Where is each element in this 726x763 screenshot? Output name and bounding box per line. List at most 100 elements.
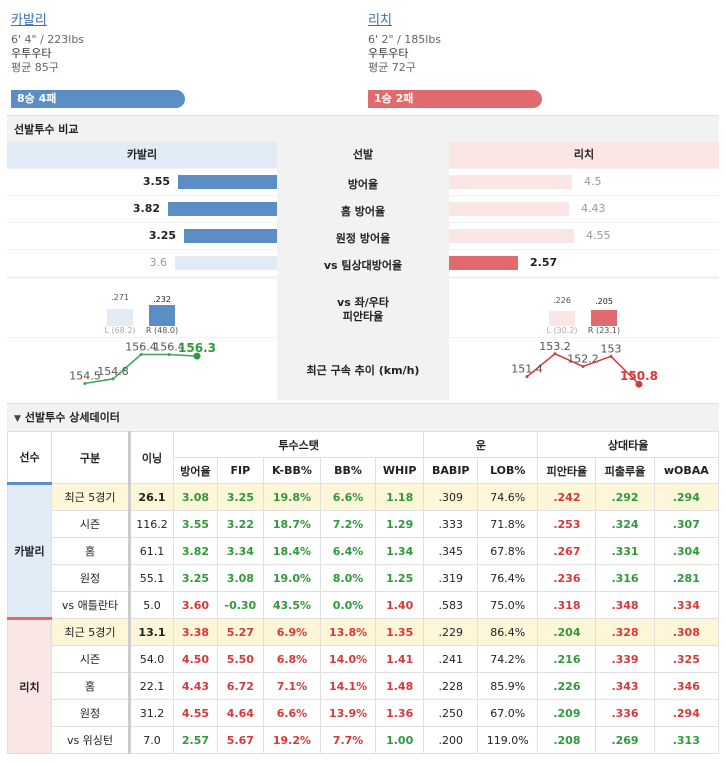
velocity-label: 최근 구속 추이 (km/h): [306, 364, 420, 377]
row-cell: .336: [595, 699, 655, 727]
col-header-2: K-BB%: [262, 457, 322, 484]
row-cell: 71.8%: [477, 510, 539, 538]
row-cell: 76.4%: [477, 564, 539, 592]
row-cell: .241: [423, 645, 479, 673]
right-velocity-cell: 151.4 153.2 152.2 153 150.8: [449, 338, 719, 400]
left-player-name-link[interactable]: 카발리: [11, 13, 47, 28]
row-inning: 13.1: [128, 618, 174, 646]
row-cell: 4.55: [173, 699, 218, 727]
compare-header-left: 카발리: [7, 142, 277, 168]
row-type: 원정: [51, 699, 130, 727]
detail-section-header[interactable]: ▼ 선발투수 상세데이터: [7, 403, 719, 431]
row-cell: 4.50: [173, 645, 218, 673]
col-inning: 이닝: [128, 431, 174, 484]
left-player-body: 6' 4" / 223lbs: [11, 33, 85, 46]
row-cell: 67.0%: [477, 699, 539, 727]
row-cell: 5.67: [216, 726, 264, 754]
row-cell: 1.35: [374, 618, 425, 646]
row-cell: .229: [423, 618, 479, 646]
col-type: 구분: [51, 431, 130, 484]
velocity-label: 152.2: [567, 352, 599, 365]
row-inning: 26.1: [128, 483, 174, 511]
compare-right-bar: [449, 175, 572, 189]
row-cell: .324: [595, 510, 655, 538]
compare-label: 홈 방어율: [340, 205, 386, 218]
row-cell: .343: [595, 672, 655, 700]
row-cell: 3.60: [173, 591, 218, 619]
split-label-1: vs 좌/우타: [337, 296, 389, 309]
row-cell: .294: [653, 699, 720, 727]
row-cell: 3.25: [173, 564, 218, 592]
left-split-l-value: .271: [111, 293, 129, 302]
row-cell: .325: [653, 645, 720, 673]
compare-left-bar: [168, 202, 277, 216]
row-cell: 14.0%: [320, 645, 376, 673]
row-inning: 31.2: [128, 699, 174, 727]
compare-row-label: 홈 방어율: [278, 196, 448, 222]
row-type: 최근 5경기: [51, 618, 130, 646]
compare-row-right: 4.43: [449, 196, 719, 222]
left-player-hand: 우투우타: [11, 47, 52, 60]
col-header-1: FIP: [216, 457, 264, 484]
col-header-9: wOBAA: [653, 457, 720, 484]
row-type: 시즌: [51, 645, 130, 673]
row-cell: .304: [653, 537, 720, 565]
row-cell: .228: [423, 672, 479, 700]
row-cell: 1.41: [374, 645, 425, 673]
table-row: vs 애틀란타 5.0 3.60 -0.30 43.5% 0.0% 1.40.583 75.0…: [8, 591, 720, 619]
row-cell: 13.9%: [320, 699, 376, 727]
row-cell: .309: [423, 483, 479, 511]
compare-header-mid: 선발: [278, 142, 448, 168]
right-player-info: 리치 6' 2" / 185lbs 우투우타 평균 72구: [368, 0, 568, 75]
right-split-l-bar: [549, 311, 575, 326]
row-cell: 3.22: [216, 510, 264, 538]
left-player-info: 카발리 6' 4" / 223lbs 우투우타 평균 85구: [11, 0, 211, 75]
row-cell: 6.72: [216, 672, 264, 700]
velocity-label: 154.8: [97, 365, 129, 378]
compare-right-bar: [449, 202, 569, 216]
compare-right-value: 2.57: [530, 256, 558, 269]
compare-label: 원정 방어율: [335, 232, 391, 245]
left-split-r-value: .232: [153, 295, 171, 304]
row-cell: .345: [423, 537, 479, 565]
col-header-3: BB%: [320, 457, 376, 484]
col-header-4: WHIP: [374, 457, 425, 484]
velocity-point: [525, 375, 529, 379]
row-cell: .313: [653, 726, 720, 754]
col-group-luck: 운: [423, 431, 539, 458]
row-cell: 3.08: [173, 483, 218, 511]
row-cell: 19.2%: [262, 726, 322, 754]
compare-row-right: 4.5: [449, 169, 719, 195]
row-cell: .294: [653, 483, 720, 511]
row-cell: 3.08: [216, 564, 264, 592]
row-cell: 3.55: [173, 510, 218, 538]
row-cell: 6.4%: [320, 537, 376, 565]
left-split-l-bar: [107, 309, 133, 326]
row-cell: .333: [423, 510, 479, 538]
right-split-l-value: .226: [553, 296, 571, 305]
row-cell: 14.1%: [320, 672, 376, 700]
row-type: 홈: [51, 537, 130, 565]
left-split-l-label: L (68.2): [104, 326, 136, 335]
left-record-badge: 8승 4패: [11, 90, 185, 108]
velocity-point: [193, 352, 201, 360]
row-cell: .348: [595, 591, 655, 619]
compare-row-right: 4.55: [449, 223, 719, 249]
right-player-name-link[interactable]: 리치: [368, 13, 392, 28]
table-row: 시즌 54.0 4.50 5.50 6.8% 14.0% 1.41.241 74.2% .216…: [8, 645, 720, 673]
row-type: vs 위싱턴: [51, 726, 130, 754]
table-row: 리치 최근 5경기 13.1 3.38 5.27 6.9% 13.8% 1.35.229 86.…: [7, 617, 720, 754]
row-cell: 1.18: [374, 483, 425, 511]
row-cell: 43.5%: [262, 591, 322, 619]
row-cell: 7.2%: [320, 510, 376, 538]
right-record-badge: 1승 2패: [368, 90, 542, 108]
row-cell: 4.64: [216, 699, 264, 727]
right-split-r-label: R (23.1): [587, 326, 621, 335]
row-cell: .292: [595, 483, 655, 511]
compare-right-bar: [449, 256, 518, 270]
triangle-down-icon[interactable]: ▼: [14, 414, 21, 424]
row-inning: 61.1: [128, 537, 174, 565]
compare-left-value: 3.55: [142, 175, 170, 188]
